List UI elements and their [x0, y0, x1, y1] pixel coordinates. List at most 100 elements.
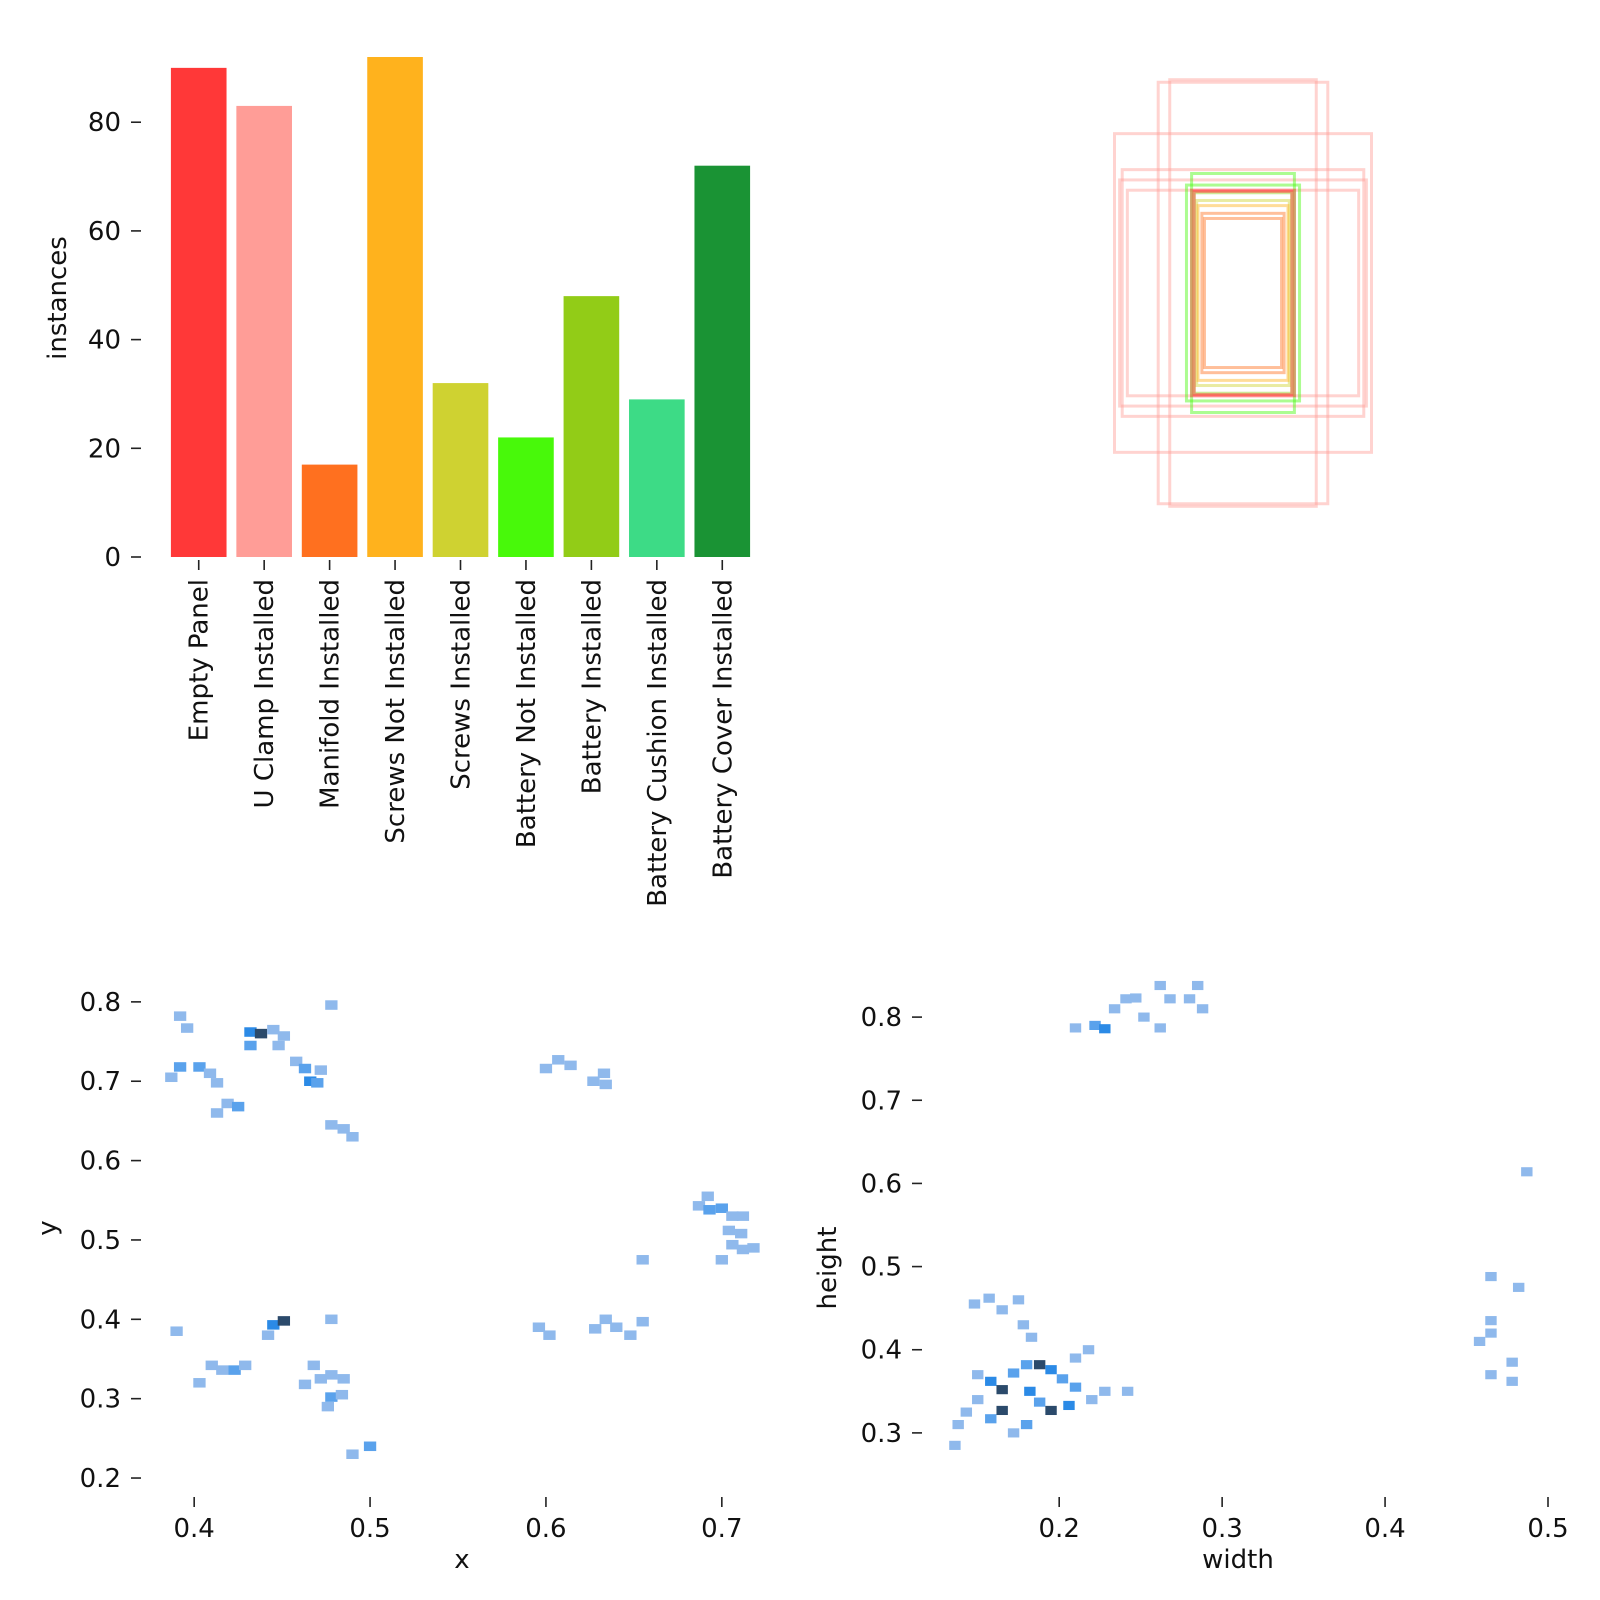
heatmap-cell: [165, 1072, 178, 1083]
overlay-box: [1202, 216, 1284, 370]
heatmap-cell: [996, 1405, 1008, 1416]
heatmap-cell: [1045, 1405, 1057, 1416]
heatmap-cell: [726, 1239, 739, 1250]
heatmap-cell: [587, 1076, 600, 1086]
heatmap-cell: [272, 1040, 285, 1051]
bar-x-tick-label: U Clamp Installed: [250, 579, 280, 808]
heatmap-cell: [736, 1211, 750, 1221]
heatmap-cell: [1020, 1420, 1033, 1430]
bar-empty-panel: [170, 67, 227, 557]
heatmap-cell: [1121, 1386, 1134, 1396]
heatmap-cell: [325, 1314, 338, 1325]
overlay-box: [1125, 188, 1361, 398]
heatmap-cell: [304, 1076, 317, 1086]
x-tick-label: 0.3: [1201, 1514, 1242, 1544]
heatmap-cell: [726, 1211, 739, 1221]
xy-axes: 0.4 0.5 0.6 0.7 0.2 0.3 0.4 0.5 0.6 0.7 0.8: [80, 988, 743, 1544]
heatmap-cell: [1089, 1020, 1101, 1030]
overlay-box: [1192, 189, 1294, 397]
overlay-box: [1200, 211, 1286, 375]
xy-heatmap-cells: [165, 1000, 760, 1459]
y-tick-label: 0.7: [80, 1067, 121, 1097]
heatmap-cell: [636, 1255, 649, 1265]
heatmap-cell: [599, 1314, 612, 1325]
heatmap-cell: [636, 1316, 649, 1327]
xy-y-axis-label: y: [33, 1220, 63, 1235]
bar-screws-not-installed: [367, 57, 423, 557]
x-tick-label: 0.2: [1039, 1514, 1080, 1544]
heatmap-cell: [203, 1068, 217, 1079]
y-tick-label: 0.6: [80, 1147, 121, 1177]
y-tick-label: 0.4: [80, 1305, 121, 1335]
heatmap-cell: [1506, 1376, 1518, 1386]
y-tick-label: 0.6: [861, 1169, 902, 1199]
heatmap-cell: [325, 1000, 338, 1010]
heatmap-cell: [1485, 1271, 1497, 1282]
heatmap-cell: [205, 1360, 218, 1371]
bar-y-tick-label: 80: [88, 108, 121, 138]
heatmap-cell: [1521, 1167, 1533, 1177]
heatmap-cell: [703, 1205, 716, 1215]
heatmap-cell: [267, 1320, 280, 1330]
heatmap-cell: [290, 1056, 303, 1067]
box-overlay-panel: [1113, 78, 1373, 508]
heatmap-cell: [363, 1441, 377, 1452]
heatmap-cell: [298, 1063, 312, 1074]
wh-axes: 0.2 0.3 0.4 0.5 0.3 0.4 0.5 0.6 0.7 0.8: [861, 1003, 1569, 1544]
heatmap-cell: [1086, 1395, 1098, 1405]
bar-battery-installed: [563, 296, 620, 557]
heatmap-cell: [277, 1316, 291, 1326]
heatmap-cell: [1485, 1316, 1497, 1326]
heatmap-cell: [949, 1440, 961, 1450]
heatmap-cell: [1108, 1004, 1121, 1014]
heatmap-cell: [1069, 1382, 1082, 1392]
x-tick-label: 0.6: [525, 1514, 566, 1544]
heatmap-cell: [244, 1027, 257, 1037]
bar-manifold-installed: [301, 464, 358, 557]
heatmap-cell: [346, 1132, 359, 1142]
heatmap-cell: [985, 1414, 997, 1424]
heatmap-cell: [173, 1011, 187, 1021]
heatmap-cell: [985, 1376, 997, 1386]
heatmap-cell: [325, 1392, 338, 1402]
overlay-box: [1190, 188, 1296, 398]
heatmap-cell: [1485, 1328, 1497, 1338]
heatmap-cell: [1033, 1360, 1046, 1370]
heatmap-cell: [1020, 1360, 1033, 1370]
heatmap-cell: [539, 1063, 553, 1074]
overlay-box: [1192, 191, 1294, 395]
heatmap-cell: [1012, 1295, 1025, 1305]
heatmap-cell: [254, 1028, 268, 1039]
heatmap-cell: [1191, 980, 1204, 991]
bar-x-tick-label: Screws Installed: [447, 579, 477, 790]
heatmap-cell: [210, 1078, 224, 1088]
heatmap-cell: [599, 1079, 612, 1090]
y-tick-label: 0.4: [861, 1336, 902, 1366]
y-tick-label: 0.3: [80, 1385, 121, 1415]
overlay-box: [1168, 78, 1318, 508]
overlay-box: [1113, 132, 1373, 454]
heatmap-cell: [968, 1299, 981, 1309]
heatmap-cell: [996, 1305, 1008, 1315]
heatmap-cell: [996, 1385, 1008, 1395]
heatmap-cell: [346, 1449, 359, 1459]
heatmap-cell: [321, 1401, 335, 1412]
y-tick-label: 0.8: [80, 988, 121, 1018]
heatmap-cell: [1063, 1400, 1075, 1411]
heatmap-cell: [1485, 1370, 1497, 1380]
heatmap-cell: [193, 1378, 206, 1388]
heatmap-cell: [1069, 1023, 1082, 1033]
x-tick-label: 0.5: [349, 1514, 390, 1544]
overlay-box: [1118, 178, 1368, 408]
heatmap-cell: [173, 1062, 187, 1072]
bar-x-tick-label: Empty Panel: [185, 579, 215, 741]
heatmap-cell: [314, 1065, 327, 1075]
heatmap-cell: [1099, 1386, 1111, 1396]
heatmap-cell: [228, 1365, 241, 1375]
bar-chart-panel: 0 20 40 60 80 Empty Panel U Clamp Installed Ma…: [43, 57, 751, 907]
heatmap-cell: [610, 1322, 623, 1333]
heatmap-cell: [335, 1389, 349, 1400]
heatmap-cell: [543, 1330, 556, 1340]
wh-y-axis-label: height: [813, 1227, 843, 1310]
heatmap-cell: [589, 1324, 602, 1334]
